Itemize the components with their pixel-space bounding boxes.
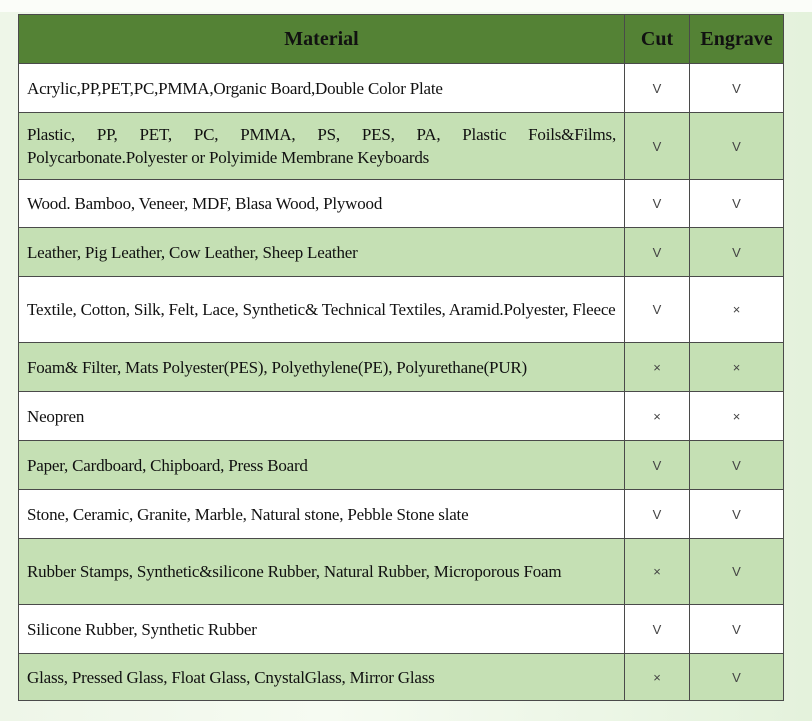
engrave-cell: V: [689, 179, 784, 228]
cut-cell: V: [624, 179, 690, 228]
engrave-cell: V: [689, 440, 784, 490]
table-row: Plastic, PP, PET, PC, PMMA, PS, PES, PA,…: [18, 112, 784, 180]
header-material: Material: [18, 14, 625, 64]
cut-cell: V: [624, 440, 690, 490]
engrave-cell: ×: [689, 391, 784, 441]
cut-cell: V: [624, 489, 690, 539]
table-row: Wood. Bamboo, Veneer, MDF, Blasa Wood, P…: [18, 179, 784, 228]
material-cell: Neopren: [18, 391, 625, 441]
cut-cell: ×: [624, 538, 690, 605]
engrave-cell: ×: [689, 276, 784, 343]
top-band: [0, 0, 812, 12]
material-cell: Wood. Bamboo, Veneer, MDF, Blasa Wood, P…: [18, 179, 625, 228]
material-cell: Leather, Pig Leather, Cow Leather, Sheep…: [18, 227, 625, 277]
table-row: Acrylic,PP,PET,PC,PMMA,Organic Board,Dou…: [18, 63, 784, 113]
cut-cell: ×: [624, 391, 690, 441]
cut-cell: V: [624, 276, 690, 343]
cut-cell: ×: [624, 342, 690, 392]
engrave-cell: V: [689, 604, 784, 654]
material-cell: Acrylic,PP,PET,PC,PMMA,Organic Board,Dou…: [18, 63, 625, 113]
header-cut: Cut: [624, 14, 690, 64]
table-row: Foam& Filter, Mats Polyester(PES), Polye…: [18, 342, 784, 392]
material-cell: Rubber Stamps, Synthetic&silicone Rubber…: [18, 538, 625, 605]
material-cell: Foam& Filter, Mats Polyester(PES), Polye…: [18, 342, 625, 392]
table-row: Paper, Cardboard, Chipboard, Press Board…: [18, 440, 784, 490]
materials-table: Material Cut Engrave Acrylic,PP,PET,PC,P…: [18, 14, 784, 701]
material-cell: Stone, Ceramic, Granite, Marble, Natural…: [18, 489, 625, 539]
table-row: Silicone Rubber, Synthetic Rubber V V: [18, 604, 784, 654]
cut-cell: V: [624, 604, 690, 654]
engrave-cell: V: [689, 63, 784, 113]
material-cell: Plastic, PP, PET, PC, PMMA, PS, PES, PA,…: [18, 112, 625, 180]
table-row: Leather, Pig Leather, Cow Leather, Sheep…: [18, 227, 784, 277]
table-row: Neopren × ×: [18, 391, 784, 441]
table-row: Rubber Stamps, Synthetic&silicone Rubber…: [18, 538, 784, 605]
table-row: Glass, Pressed Glass, Float Glass, Cnyst…: [18, 653, 784, 701]
cut-cell: ×: [624, 653, 690, 701]
engrave-cell: V: [689, 489, 784, 539]
engrave-cell: ×: [689, 342, 784, 392]
engrave-cell: V: [689, 112, 784, 180]
engrave-cell: V: [689, 227, 784, 277]
cut-cell: V: [624, 112, 690, 180]
engrave-cell: V: [689, 538, 784, 605]
engrave-cell: V: [689, 653, 784, 701]
table-row: Textile, Cotton, Silk, Felt, Lace, Synth…: [18, 276, 784, 343]
material-cell: Paper, Cardboard, Chipboard, Press Board: [18, 440, 625, 490]
table-row: Stone, Ceramic, Granite, Marble, Natural…: [18, 489, 784, 539]
material-cell: Glass, Pressed Glass, Float Glass, Cnyst…: [18, 653, 625, 701]
header-row: Material Cut Engrave: [18, 14, 784, 64]
material-cell: Silicone Rubber, Synthetic Rubber: [18, 604, 625, 654]
material-cell: Textile, Cotton, Silk, Felt, Lace, Synth…: [18, 276, 625, 343]
header-engrave: Engrave: [689, 14, 784, 64]
cut-cell: V: [624, 227, 690, 277]
cut-cell: V: [624, 63, 690, 113]
